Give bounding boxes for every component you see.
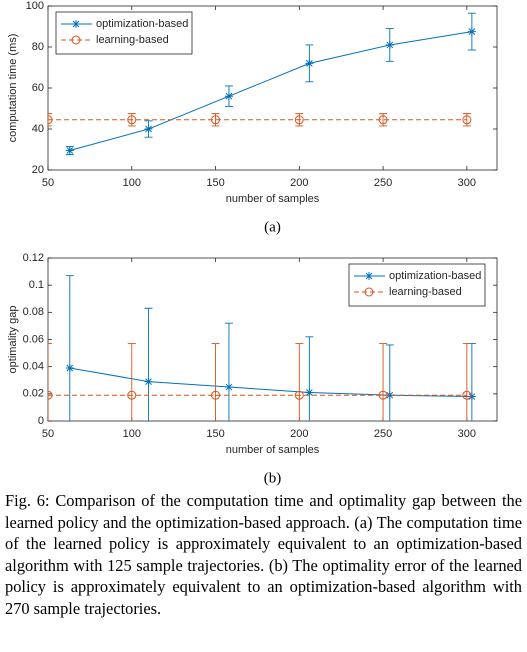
y-tick-label: 0.04 xyxy=(23,361,44,373)
marker xyxy=(294,390,304,400)
legend-marker xyxy=(364,287,374,297)
error-bar xyxy=(295,343,304,421)
error-bar xyxy=(48,113,52,127)
x-axis-label: number of samples xyxy=(226,193,320,205)
series-line xyxy=(69,31,472,152)
x-tick-label: 50 xyxy=(42,177,54,189)
subcaption: (b) xyxy=(264,470,282,486)
legend-box xyxy=(348,263,486,307)
y-tick-label: 20 xyxy=(32,164,44,176)
x-tick-label: 150 xyxy=(206,428,224,440)
y-tick-label: 0.12 xyxy=(23,252,44,264)
y-tick-label: 80 xyxy=(32,41,44,53)
marker xyxy=(378,115,388,125)
x-tick-label: 100 xyxy=(123,177,141,189)
marker xyxy=(224,92,233,101)
marker xyxy=(127,115,137,125)
error-bar xyxy=(48,343,52,421)
x-tick-label: 200 xyxy=(290,177,308,189)
marker xyxy=(127,390,137,400)
y-tick-label: 0.08 xyxy=(23,306,44,318)
charts: 50 100 150 200 250 300 20 40 60 80 100 number of sa… xyxy=(7,0,498,486)
legend-label: optimization-based xyxy=(389,270,481,282)
legend-marker xyxy=(365,272,373,280)
marker xyxy=(462,115,472,125)
legend-label: learning-based xyxy=(389,286,462,298)
marker xyxy=(462,390,472,400)
x-tick-label: 300 xyxy=(458,428,476,440)
marker xyxy=(65,146,74,155)
x-tick-label: 250 xyxy=(374,428,392,440)
marker xyxy=(48,115,53,125)
x-tick-label: 200 xyxy=(290,428,308,440)
marker xyxy=(385,40,394,49)
error-bar xyxy=(127,343,136,421)
y-axis-label: computation time (ms) xyxy=(7,34,19,143)
x-tick-label: 250 xyxy=(374,177,392,189)
series-layer xyxy=(48,12,476,156)
error-bar xyxy=(379,343,388,421)
y-tick-label: 100 xyxy=(26,0,44,12)
legend-box xyxy=(55,11,193,55)
legend-marker xyxy=(71,35,81,45)
marker xyxy=(65,364,74,373)
x-tick-label: 150 xyxy=(206,177,224,189)
y-tick-label: 0.02 xyxy=(23,388,44,400)
legend-marker xyxy=(72,20,80,28)
marker xyxy=(305,388,314,397)
marker xyxy=(385,391,394,400)
caption: Fig. 6: Comparison of the computation ti… xyxy=(5,491,522,618)
marker xyxy=(211,115,221,125)
marker xyxy=(305,59,314,68)
legend-label: optimization-based xyxy=(96,18,188,30)
marker xyxy=(294,115,304,125)
subcaption: (a) xyxy=(264,219,281,235)
y-tick-label: 40 xyxy=(32,123,44,135)
error-bar xyxy=(462,343,471,421)
marker xyxy=(48,390,53,400)
y-axis-label: optimality gap xyxy=(7,306,19,374)
marker xyxy=(211,390,221,400)
marker xyxy=(144,377,153,386)
x-tick-label: 50 xyxy=(42,428,54,440)
marker xyxy=(144,125,153,133)
marker xyxy=(467,392,476,401)
error-bar xyxy=(211,343,220,421)
y-tick-label: 0.06 xyxy=(23,333,44,345)
y-tick-label: 0 xyxy=(38,415,44,427)
x-tick-label: 100 xyxy=(123,428,141,440)
marker xyxy=(378,390,388,400)
marker xyxy=(467,27,476,36)
marker xyxy=(224,383,233,392)
x-axis-label: number of samples xyxy=(226,444,320,456)
y-tick-label: 0.1 xyxy=(29,279,44,291)
x-tick-label: 300 xyxy=(458,177,476,189)
series-layer xyxy=(48,275,476,421)
legend-label: learning-based xyxy=(96,34,169,46)
y-tick-label: 60 xyxy=(32,82,44,94)
